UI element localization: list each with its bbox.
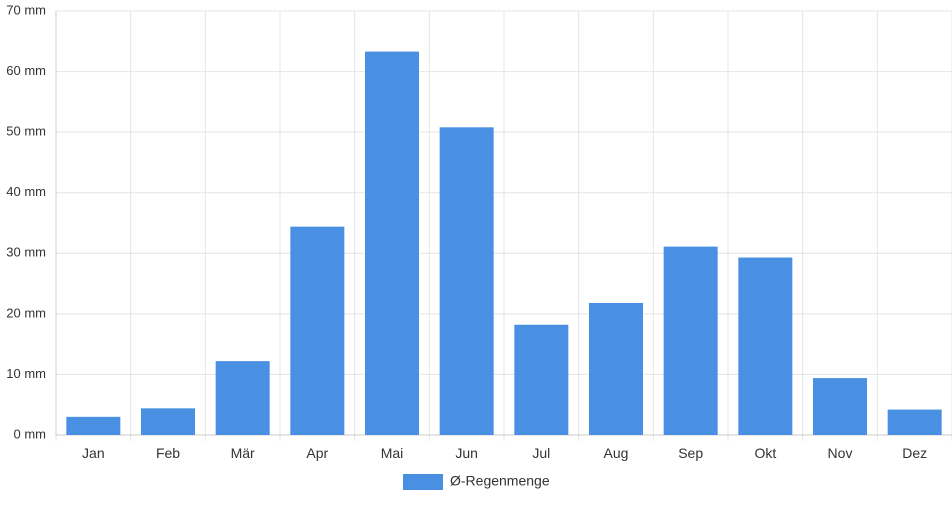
bar-feb[interactable] — [141, 408, 195, 435]
x-tick-label: Mai — [381, 445, 404, 461]
x-tick-label: Okt — [754, 445, 776, 461]
bar-jul[interactable] — [514, 324, 569, 435]
y-tick-label: 10 mm — [6, 366, 46, 381]
grid-layer — [55, 10, 952, 441]
x-tick-label: Nov — [828, 445, 853, 461]
y-tick-label: 30 mm — [6, 245, 46, 260]
legend-label[interactable]: Ø-Regenmenge — [450, 473, 550, 489]
x-tick-label: Aug — [604, 445, 629, 461]
legend[interactable]: Ø-Regenmenge — [403, 473, 550, 490]
bar-mär[interactable] — [215, 361, 270, 435]
y-tick-label: 40 mm — [6, 184, 46, 199]
bar-jun[interactable] — [439, 127, 494, 435]
y-tick-label: 70 mm — [6, 2, 46, 17]
x-tick-label: Mär — [231, 445, 255, 461]
bar-sep[interactable] — [663, 246, 718, 435]
y-tick-label: 0 mm — [14, 426, 47, 441]
x-tick-label: Feb — [156, 445, 180, 461]
bar-dez[interactable] — [887, 409, 942, 435]
y-tick-label: 50 mm — [6, 124, 46, 139]
x-tick-label: Apr — [306, 445, 328, 461]
x-tick-label: Jan — [82, 445, 105, 461]
y-tick-label: 60 mm — [6, 63, 46, 78]
ticks-layer: 0 mm 10 mm 20 mm 30 mm 40 mm 50 mm 60 mm 70 mm J… — [6, 2, 927, 461]
x-tick-label: Jul — [532, 445, 550, 461]
bar-mai[interactable] — [365, 51, 419, 435]
x-tick-label: Dez — [902, 445, 927, 461]
bar-okt[interactable] — [738, 257, 793, 435]
x-tick-label: Jun — [455, 445, 478, 461]
bar-apr[interactable] — [290, 226, 345, 435]
bar-nov[interactable] — [813, 378, 867, 435]
bars-layer — [66, 51, 942, 435]
bar-jan[interactable] — [66, 416, 121, 435]
legend-swatch[interactable] — [403, 474, 443, 490]
x-tick-label: Sep — [678, 445, 703, 461]
y-tick-label: 20 mm — [6, 305, 46, 320]
bar-aug[interactable] — [589, 302, 643, 435]
